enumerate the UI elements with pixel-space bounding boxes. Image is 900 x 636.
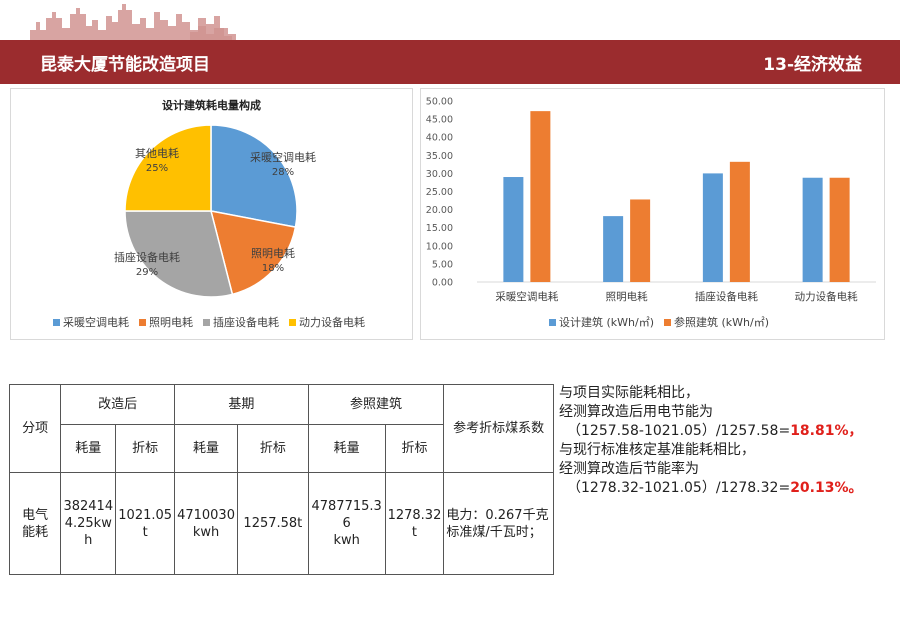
section-title: 13-经济效益 [763,55,862,75]
project-title: 昆泰大厦节能改造项目 [40,55,210,75]
y-tick-label-8: 40.00 [426,133,453,144]
pie-value-label-1: 18% [262,263,284,274]
coef-value: 电力：0.267千克 标准煤/千瓦时； [443,472,554,575]
bar-1-2 [729,161,750,282]
note-line-2: 经测算改造后用电节能为 [559,404,713,420]
city-skyline-decoration [30,4,236,44]
y-tick-label-2: 10.00 [426,241,453,252]
x-tick-label-2: 插座设备电耗 [695,290,758,303]
header-item: 分项 [8,384,62,473]
pie-legend-label-3: 动力设备电耗 [299,316,365,329]
ref-consumption: 4787715.3 6 kwh [307,472,386,575]
x-tick-label-0: 采暖空调电耗 [495,290,558,303]
ref-conversion: 1278.32 t [384,472,445,575]
y-tick-label-9: 45.00 [426,115,453,126]
base-conversion: 1257.58t [237,472,309,575]
bar-1-0 [530,111,551,282]
header-coef: 参考折标煤系数 [443,384,554,473]
x-tick-label-1: 照明电耗 [606,290,648,303]
pie-legend-label-1: 照明电耗 [149,316,193,329]
pie-value-label-0: 28% [272,167,294,178]
bar-chart-panel: 0.00 5.00 10.00 15.00 20.00 25.00 30.00 35.00 40… [420,88,885,340]
pie-legend-item-1: 照明电耗 [139,314,193,330]
pie-label-3: 其他电耗 [135,147,179,160]
pie-legend-swatch-1 [139,318,146,326]
bar-legend-label-1: 参照建筑 (kWh/㎡) [674,316,770,329]
bar-legend-label-0: 设计建筑 (kWh/㎡) [559,316,655,329]
note-line-4: 与现行标准核定基准能耗相比， [559,442,755,458]
pie-legend-swatch-0 [53,318,60,326]
pie-legend-swatch-2 [203,318,210,326]
pie-legend-label-2: 插座设备电耗 [213,316,279,329]
bar-legend-swatch-0 [549,318,556,326]
header-ref: 参照建筑 [307,384,445,425]
y-tick-label-10: 50.00 [426,97,453,108]
pie-legend-item-0: 采暖空调电耗 [53,314,129,330]
x-tick-label-3: 动力设备电耗 [795,290,858,303]
sub-consumption-base: 耗量 [174,424,239,473]
pie-slice-3 [124,124,212,212]
note-line-6: （1278.32-1021.05）/1278.32=20.13%。 [559,479,894,498]
note-formula-1: （1257.58-1021.05）/1257.58= [567,423,791,439]
after-consumption: 382414 4.25kw h [60,472,117,575]
pie-legend-swatch-3 [289,318,296,326]
y-tick-label-0: 0.00 [432,278,453,289]
bar-chart: 0.00 5.00 10.00 15.00 20.00 25.00 30.00 35.00 40… [426,97,876,303]
pie-label-1: 照明电耗 [251,247,295,260]
pie-legend-item-3: 动力设备电耗 [289,314,365,330]
bar-legend-item-0: 设计建筑 (kWh/㎡) [549,314,654,330]
bar-legend-swatch-1 [664,318,672,326]
pie-slice-1 [209,210,297,296]
note-result-1: 18.81%， [790,423,863,439]
row-label: 电气 能耗 [8,472,62,575]
energy-table: 分项 改造后 基期 参照建筑 参考折标煤系数 耗量 折标 耗量 折标 耗量 折标… [8,384,554,575]
pie-chart-panel: 设计建筑耗电量构成 采暖空调电耗 28% 照明电耗 18% 插座设备电耗 29% 其他电耗 2… [10,88,413,340]
bar-0-3 [802,177,823,282]
header-after: 改造后 [60,384,176,425]
bar-1-1 [630,199,651,282]
bar-0-1 [603,216,624,282]
pie-slice-0 [210,124,298,228]
sub-consumption-ref: 耗量 [307,424,386,473]
y-tick-label-5: 25.00 [426,187,453,198]
bar-legend-item-1: 参照建筑 (kWh/㎡) [664,314,769,330]
header-base: 基期 [174,384,309,425]
pie-value-label-3: 25% [146,163,168,174]
note-result-2: 20.13%。 [790,480,863,496]
note-line-5: 经测算改造后节能率为 [559,461,699,477]
pie-label-0: 采暖空调电耗 [250,150,316,164]
base-consumption: 4710030 kwh [174,472,239,575]
sub-conversion-base: 折标 [237,424,309,473]
note-line-3: （1257.58-1021.05）/1257.58=18.81%， [559,422,894,441]
header-banner: 昆泰大厦节能改造项目 13-经济效益 [0,40,900,84]
pie-label-2: 插座设备电耗 [114,250,180,264]
note-line-1: 与项目实际能耗相比， [559,385,699,401]
y-tick-label-3: 15.00 [426,223,453,234]
pie-chart: 采暖空调电耗 28% 照明电耗 18% 插座设备电耗 29% 其他电耗 25% [114,124,316,298]
pie-value-label-2: 29% [136,267,158,278]
pie-slice-2 [124,210,234,298]
y-tick-label-4: 20.00 [426,205,453,216]
note-formula-2: （1278.32-1021.05）/1278.32= [567,480,791,496]
bar-0-2 [702,173,723,282]
y-tick-label-6: 30.00 [426,169,453,180]
pie-legend-label-0: 采暖空调电耗 [63,316,129,329]
pie-legend-item-2: 插座设备电耗 [203,314,279,330]
pie-chart-title: 设计建筑耗电量构成 [162,99,261,112]
after-conversion: 1021.05 t [115,472,176,575]
sub-conversion-ref: 折标 [384,424,445,473]
sub-conversion-after: 折标 [115,424,176,473]
bar-0-0 [503,177,524,282]
y-tick-label-7: 35.00 [426,151,453,162]
pie-legend: 采暖空调电耗 照明电耗 插座设备电耗 动力设备电耗 [53,314,365,330]
savings-note: 与项目实际能耗相比， 经测算改造后用电节能为 （1257.58-1021.05）… [559,384,894,498]
bar-1-3 [829,177,850,282]
y-tick-label-1: 5.00 [432,259,453,270]
sub-consumption-after: 耗量 [60,424,117,473]
bar-legend: 设计建筑 (kWh/㎡) 参照建筑 (kWh/㎡) [549,314,769,330]
